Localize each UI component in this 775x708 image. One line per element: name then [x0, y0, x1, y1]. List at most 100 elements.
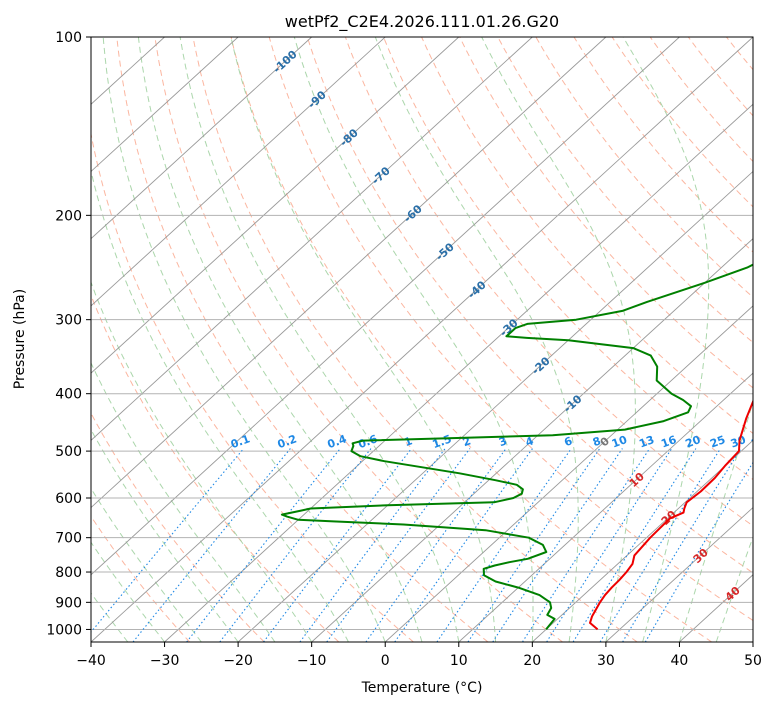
moist-adiabat [179, 37, 460, 642]
x-tick-label: −40 [76, 653, 106, 669]
mixing-ratio-lines [91, 448, 753, 642]
x-tick-label: −10 [297, 653, 327, 669]
x-tick-label: 30 [597, 653, 615, 669]
isobars [91, 37, 753, 630]
mixing-ratio-line [599, 448, 722, 642]
mixing-ratio-line [365, 448, 507, 642]
isotherm-line [752, 641, 753, 642]
mixing-ratio-label: 6 [562, 434, 574, 449]
mixing-ratio-label: 1.5 [431, 432, 454, 451]
mixing-ratio-label: 10 [610, 433, 629, 451]
moist-adiabat [91, 361, 276, 642]
moist-adiabat [715, 535, 753, 642]
mixing-ratio-label: 30 [729, 433, 748, 451]
isotherm-line [91, 37, 753, 642]
mixing-ratio-line [394, 448, 534, 642]
mixing-ratio-line [219, 448, 372, 642]
isotherm-line [311, 238, 753, 642]
y-tick-label: 400 [55, 387, 82, 403]
x-tick-label: 50 [744, 653, 762, 669]
dry-adiabat [91, 515, 191, 642]
y-tick-label: 900 [55, 595, 82, 611]
mixing-ratio-label: 0.6 [356, 432, 379, 451]
moist-adiabat [622, 37, 710, 642]
moist-adiabat [91, 541, 165, 642]
dry-adiabat [765, 37, 775, 642]
mixing-ratio-label: 13 [637, 433, 656, 450]
isotherm-line [458, 372, 753, 642]
mixing-ratio-line [436, 448, 572, 642]
moist-adiabat [102, 37, 386, 642]
mixing-ratio-label: 20 [684, 433, 703, 451]
isotherm-line [532, 439, 753, 642]
x-axis: −40 −30 −20 −10 0 10 20 30 40 50 [76, 642, 762, 669]
mixing-ratio-label: 3 [497, 434, 509, 449]
mixing-ratio-labels: 0.1 0.2 0.4 0.6 1 1.5 2 3 4 6 8 10 13 16 20 25 30 36 [229, 432, 768, 451]
moist-adiabat [137, 37, 423, 642]
dry-adiabat [535, 37, 753, 298]
y-tick-label: 1000 [46, 622, 82, 638]
y-tick-label: 300 [55, 313, 82, 329]
mixing-ratio-label: 4 [524, 434, 536, 449]
moist-adiabats [91, 37, 753, 642]
y-tick-label: 500 [55, 444, 82, 460]
y-tick-label: 100 [55, 30, 82, 46]
y-tick-label: 800 [55, 565, 82, 581]
isotherm-line [91, 37, 386, 307]
dry-adiabat [116, 37, 489, 642]
profile-series [280, 263, 753, 631]
dewpoint-profile-line [280, 263, 753, 631]
y-axis-label: Pressure (hPa) [12, 289, 28, 389]
mixing-ratio-line [132, 448, 291, 642]
mixing-ratio-label: 36 [749, 433, 768, 451]
moist-adiabat [91, 487, 202, 642]
y-tick-label: 700 [55, 531, 82, 547]
moist-adiabat [91, 592, 129, 642]
y-tick-label: 600 [55, 491, 82, 507]
mixing-ratio-label: 2 [461, 434, 473, 449]
moist-adiabat [374, 37, 579, 642]
isotherm-line [91, 37, 460, 374]
moist-adiabat [91, 168, 349, 642]
isotherm-line [384, 305, 753, 642]
moist-adiabat [230, 37, 497, 642]
isotherm-line [91, 37, 239, 173]
mixing-ratio-line [492, 448, 623, 642]
mixing-ratio-label: 16 [659, 433, 678, 451]
mixing-ratio-line [546, 448, 673, 642]
y-axis: 100 200 300 400 500 600 700 800 900 1000 [46, 30, 91, 638]
isotherms [91, 37, 753, 642]
isotherm-line [91, 37, 607, 509]
x-tick-label: 10 [450, 653, 468, 669]
mixing-ratio-label: 25 [708, 433, 727, 450]
moist-adiabat [91, 428, 239, 642]
mixing-ratio-line [326, 448, 471, 642]
chart-title: wetPf2_C2E4.2026.111.01.26.G20 [285, 12, 559, 32]
mixing-ratio-label: 0.4 [326, 432, 349, 451]
isotherm-line [91, 37, 533, 441]
moist-adiabat [481, 37, 636, 642]
mixing-ratio-label: 1 [402, 434, 414, 449]
mixing-ratio-line [467, 448, 601, 642]
mixing-ratio-label: 0.2 [276, 432, 299, 451]
mixing-ratio-label: 8 [591, 434, 603, 449]
isotherm-line [91, 37, 312, 240]
y-tick-label: 200 [55, 208, 82, 224]
mixing-ratio-line [186, 448, 341, 642]
dry-adiabat [91, 412, 265, 642]
isotherm-line [164, 103, 753, 642]
mixing-ratio-line [522, 448, 651, 642]
mixing-ratio-line [572, 448, 697, 642]
x-tick-label: −20 [223, 653, 253, 669]
x-tick-label: 40 [670, 653, 688, 669]
dry-adiabat [192, 37, 638, 642]
temperature-profile-line [589, 398, 753, 631]
x-tick-label: −30 [150, 653, 180, 669]
dry-adiabat [91, 131, 414, 642]
moist-adiabat [293, 37, 534, 642]
mixing-ratio-label: 0.1 [229, 432, 252, 451]
isotherm-line [605, 506, 753, 642]
x-tick-label: 20 [523, 653, 541, 669]
x-axis-label: Temperature (°C) [361, 680, 483, 696]
